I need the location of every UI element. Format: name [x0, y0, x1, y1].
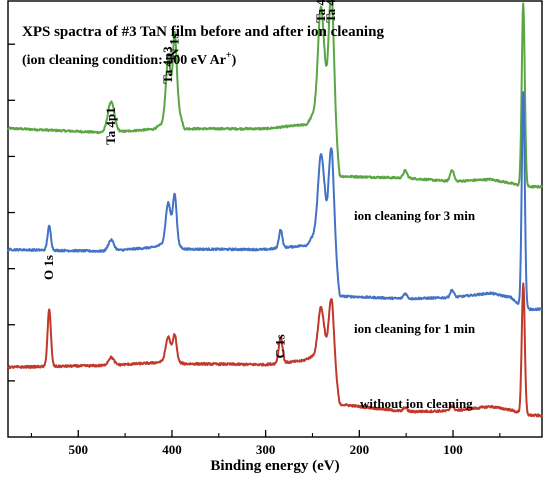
- peak-label: Ta 4d3: [313, 0, 328, 23]
- subtitle-text: (ion cleaning condition: 500 eV Ar: [22, 53, 226, 68]
- peak-label: N 1s: [167, 33, 182, 57]
- series-line-1: [7, 0, 543, 189]
- subtitle-end: ): [232, 53, 237, 68]
- peak-label: O 1s: [41, 255, 56, 280]
- x-tick-label: 500: [69, 442, 89, 457]
- series-line-2: [7, 91, 543, 312]
- chart-title: XPS spactra of #3 TaN film before and af…: [22, 24, 384, 40]
- plot-frame: [7, 0, 543, 438]
- peak-label: C 1s: [273, 334, 288, 358]
- peak-label: Ta 4p3: [160, 46, 175, 84]
- series-label-1: ion cleaning for 3 min: [354, 208, 476, 223]
- x-tick-label: 400: [162, 442, 182, 457]
- peak-label: Ta 4d5: [323, 0, 338, 23]
- peak-label: Ta 4p1: [103, 107, 118, 144]
- axis-ticks: 500 400 300 200 100: [8, 43, 501, 457]
- series-label-3: without ion cleaning: [360, 396, 473, 411]
- series-group: [7, 0, 543, 418]
- subtitle-superscript: +: [226, 50, 232, 61]
- x-tick-label: 100: [443, 442, 463, 457]
- label-group: ion cleaning for 3 min ion cleaning for 1…: [41, 0, 476, 411]
- x-axis-label: Binding energy (eV): [210, 458, 339, 474]
- x-tick-label: 200: [350, 442, 370, 457]
- chart-subtitle: (ion cleaning condition: 500 eV Ar+): [22, 50, 237, 68]
- series-label-2: ion cleaning for 1 min: [354, 321, 476, 336]
- series-line-3: [7, 282, 543, 418]
- x-tick-label: 300: [256, 442, 276, 457]
